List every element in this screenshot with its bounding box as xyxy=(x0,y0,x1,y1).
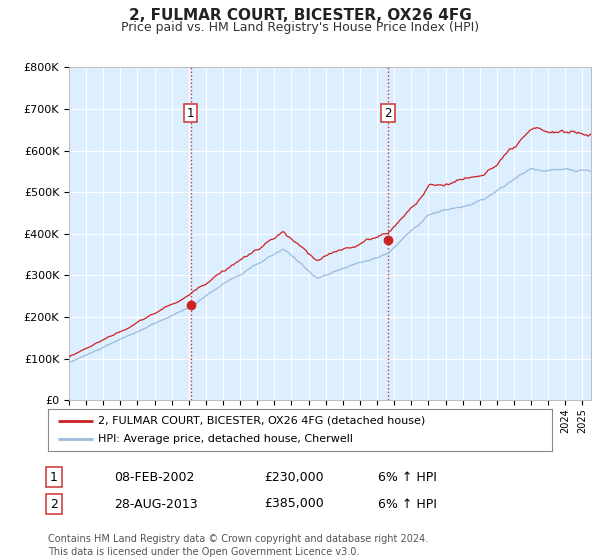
Text: 1: 1 xyxy=(50,470,58,484)
Text: 28-AUG-2013: 28-AUG-2013 xyxy=(114,497,197,511)
Text: 6% ↑ HPI: 6% ↑ HPI xyxy=(378,470,437,484)
Text: Contains HM Land Registry data © Crown copyright and database right 2024.
This d: Contains HM Land Registry data © Crown c… xyxy=(48,534,428,557)
Text: 2, FULMAR COURT, BICESTER, OX26 4FG: 2, FULMAR COURT, BICESTER, OX26 4FG xyxy=(128,8,472,24)
Text: 1: 1 xyxy=(187,106,194,119)
Text: Price paid vs. HM Land Registry's House Price Index (HPI): Price paid vs. HM Land Registry's House … xyxy=(121,21,479,34)
Text: 6% ↑ HPI: 6% ↑ HPI xyxy=(378,497,437,511)
Text: £385,000: £385,000 xyxy=(264,497,324,511)
Text: £230,000: £230,000 xyxy=(264,470,323,484)
Text: 08-FEB-2002: 08-FEB-2002 xyxy=(114,470,194,484)
Text: 2: 2 xyxy=(385,106,392,119)
Text: 2: 2 xyxy=(50,497,58,511)
Text: 2, FULMAR COURT, BICESTER, OX26 4FG (detached house): 2, FULMAR COURT, BICESTER, OX26 4FG (det… xyxy=(98,416,425,426)
Text: HPI: Average price, detached house, Cherwell: HPI: Average price, detached house, Cher… xyxy=(98,434,353,444)
